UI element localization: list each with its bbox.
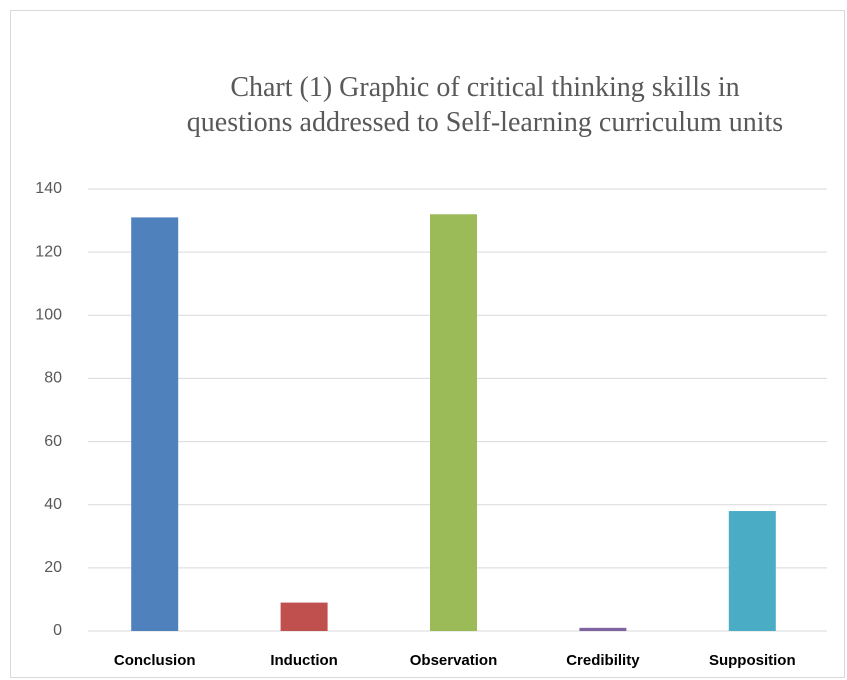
x-tick-label: Credibility (566, 652, 640, 669)
y-tick-label: 40 (44, 496, 62, 513)
y-tick-label: 80 (44, 370, 62, 387)
y-tick-label: 20 (44, 559, 62, 576)
y-tick-label: 0 (53, 622, 62, 639)
bar (579, 627, 627, 631)
y-tick-label: 60 (44, 433, 62, 450)
y-tick-label: 120 (35, 243, 62, 260)
x-tick-label: Induction (270, 652, 338, 669)
bar (280, 602, 328, 631)
bar (131, 217, 179, 631)
y-tick-label: 140 (35, 180, 62, 197)
x-tick-label: Conclusion (114, 652, 196, 669)
chart-title: Chart (1) Graphic of critical thinking s… (186, 72, 784, 138)
chart-frame (10, 10, 845, 678)
y-tick-label: 100 (35, 307, 62, 324)
bar (728, 511, 776, 631)
x-tick-label: Supposition (709, 652, 796, 669)
x-tick-label: Observation (410, 652, 498, 669)
bar (430, 214, 477, 631)
